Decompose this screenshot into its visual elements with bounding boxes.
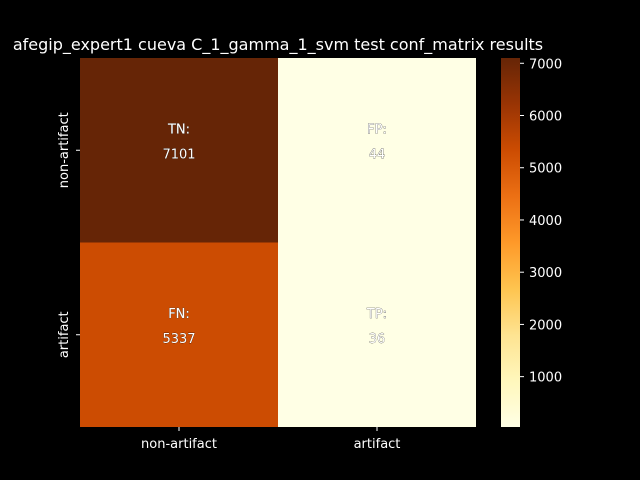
chart-title: afegip_expert1 cueva C_1_gamma_1_svm tes… — [13, 35, 543, 55]
cell-label: TN: — [167, 122, 190, 137]
cell-label: FP: — [367, 122, 387, 137]
cell-value: 7101 — [162, 147, 195, 162]
colorbar-tick-label: 2000 — [529, 318, 562, 333]
colorbar-tick-label: 4000 — [529, 214, 562, 229]
cell-label: FN: — [168, 307, 190, 322]
colorbar-tick-label: 3000 — [529, 266, 562, 281]
cell-value: 5337 — [162, 332, 195, 347]
heatmap-cell — [80, 242, 278, 427]
heatmap-cell — [278, 58, 476, 243]
colorbar-tick-label: 1000 — [529, 371, 562, 386]
y-tick-label: artifact — [57, 311, 72, 358]
x-tick-label: artifact — [354, 437, 401, 452]
heatmap-cell — [80, 58, 278, 243]
cell-value: 36 — [369, 332, 386, 347]
colorbar-tick-label: 5000 — [529, 162, 562, 177]
colorbar-tick-label: 7000 — [529, 57, 562, 72]
cell-label: TP: — [366, 307, 387, 322]
y-tick-label: non-artifact — [57, 112, 72, 188]
colorbar — [501, 58, 520, 427]
colorbar-tick-label: 6000 — [529, 110, 562, 125]
x-tick-label: non-artifact — [141, 437, 217, 452]
heatmap-cell — [278, 242, 476, 427]
cell-value: 44 — [369, 147, 386, 162]
